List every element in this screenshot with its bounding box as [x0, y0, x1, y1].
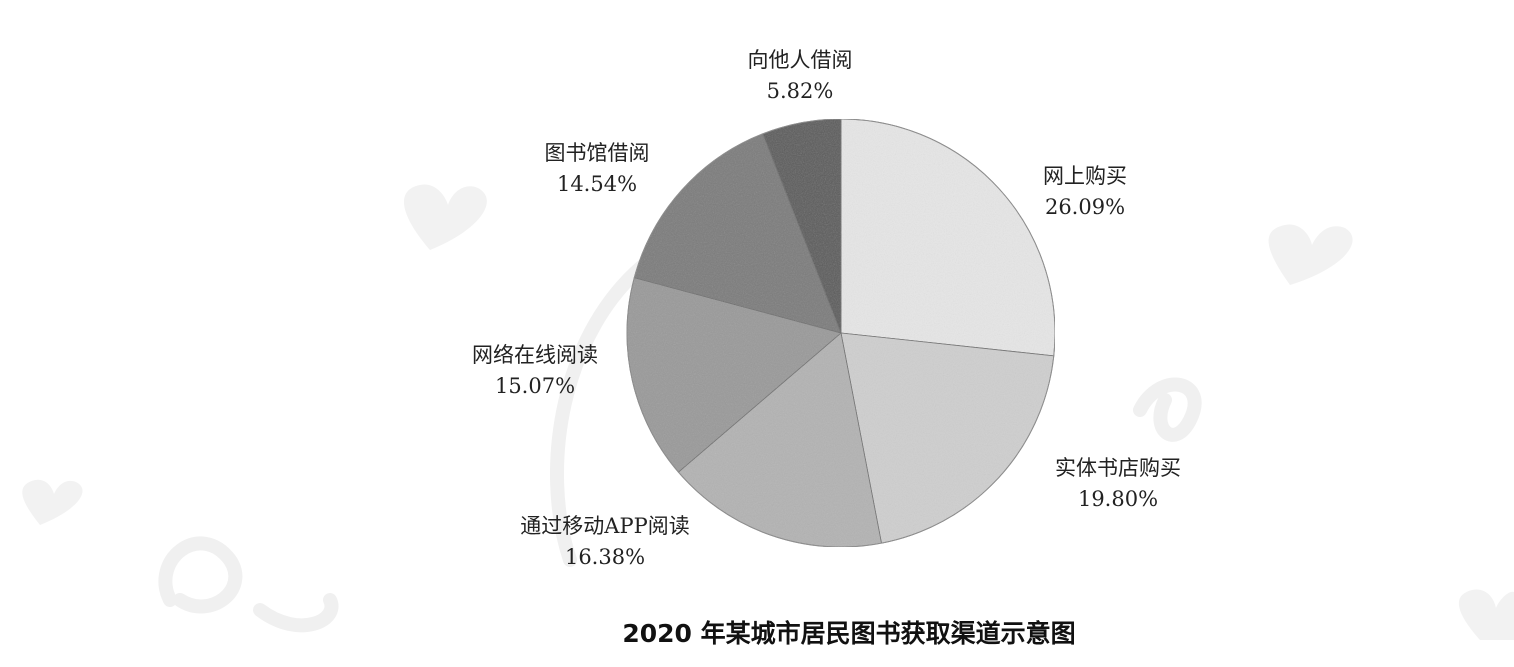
slice-label: 网上购买	[1043, 164, 1127, 188]
pie-slice	[840, 118, 1056, 357]
slice-label: 通过移动APP阅读	[520, 514, 689, 538]
slice-value-label: 16.38%	[565, 545, 645, 569]
chart-title: 2020 年某城市居民图书获取渠道示意图	[622, 619, 1075, 648]
slice-value-label: 26.09%	[1045, 195, 1125, 219]
watermark-decoration	[22, 184, 1514, 640]
slice-value-label: 19.80%	[1078, 487, 1158, 511]
slice-value-label: 15.07%	[495, 374, 575, 398]
pie-slices	[626, 118, 1056, 548]
slice-label: 向他人借阅	[748, 48, 853, 72]
pie-outline	[626, 118, 1056, 548]
slice-value-label: 5.82%	[767, 79, 834, 103]
slice-value-label: 14.54%	[557, 172, 637, 196]
slice-label: 实体书店购买	[1055, 456, 1181, 480]
slice-label: 图书馆借阅	[545, 141, 650, 165]
pie-labels: 网上购买 26.09% 实体书店购买 19.80% 通过移动APP阅读 16.38% 网络在…	[472, 48, 1181, 569]
slice-label: 网络在线阅读	[472, 343, 598, 367]
watermark-strokes	[158, 253, 1202, 633]
